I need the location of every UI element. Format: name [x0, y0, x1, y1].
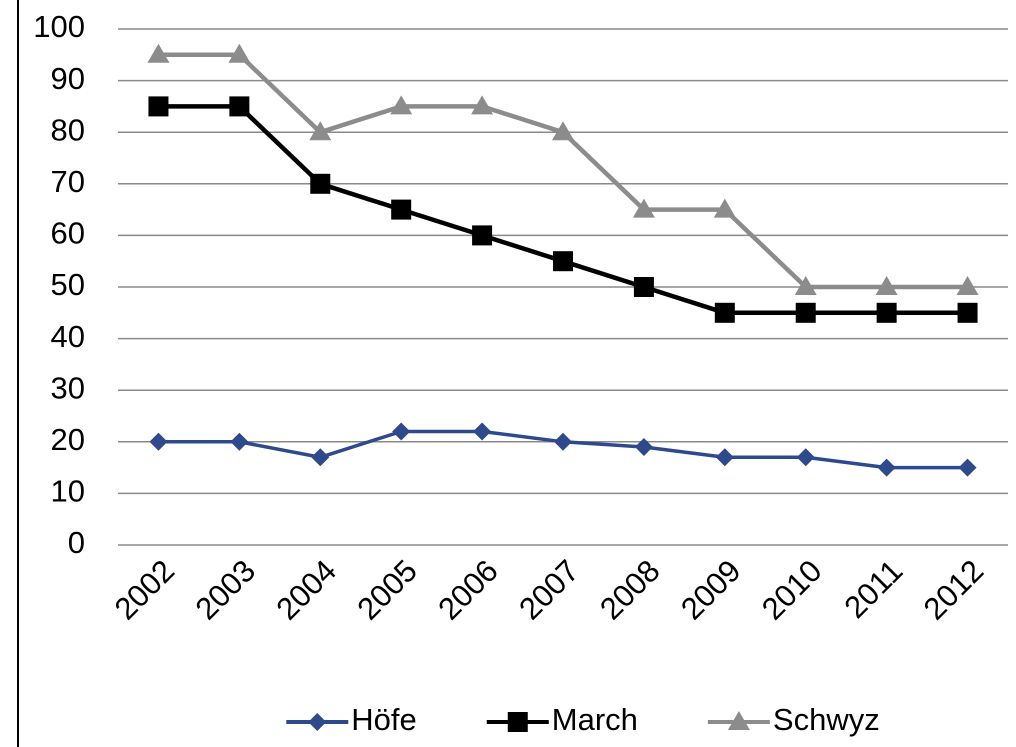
- y-tick-label: 70: [51, 164, 85, 199]
- marker: [553, 251, 573, 272]
- marker: [471, 95, 494, 115]
- y-tick-label: 60: [51, 216, 85, 251]
- marker: [554, 432, 572, 451]
- marker: [390, 95, 413, 115]
- marker: [230, 432, 249, 451]
- marker: [956, 276, 979, 295]
- marker: [552, 121, 574, 141]
- marker: [794, 276, 817, 295]
- marker: [309, 121, 332, 141]
- legend-item: March: [486, 702, 638, 737]
- legend-marker: [507, 712, 528, 732]
- y-tick-label: 40: [51, 319, 85, 354]
- y-tick-label: 50: [51, 267, 85, 302]
- y-tick-label: 90: [51, 61, 85, 96]
- legend-label: Schwyz: [773, 702, 880, 737]
- marker: [310, 173, 331, 194]
- marker: [634, 437, 653, 456]
- legend-label: Höfe: [351, 702, 416, 737]
- y-tick-label: 10: [51, 474, 85, 509]
- marker: [796, 448, 815, 467]
- marker: [147, 43, 170, 63]
- marker: [392, 422, 411, 441]
- marker: [715, 448, 734, 467]
- marker: [472, 225, 493, 246]
- y-tick-label: 30: [51, 370, 85, 405]
- legend: Höfe March Schwyz: [286, 702, 880, 737]
- marker: [632, 198, 655, 218]
- marker: [795, 302, 816, 323]
- marker: [473, 422, 492, 441]
- legend-item: Schwyz: [707, 702, 880, 737]
- marker: [391, 199, 412, 220]
- marker: [228, 43, 251, 63]
- marker: [311, 448, 330, 467]
- marker: [713, 198, 736, 218]
- y-tick-label: 0: [68, 525, 85, 560]
- legend-item: Höfe: [286, 702, 417, 737]
- marker: [958, 458, 977, 477]
- marker: [877, 458, 896, 477]
- marker: [229, 96, 250, 117]
- marker: [875, 276, 898, 295]
- y-tick-label: 100: [33, 9, 85, 44]
- marker: [957, 302, 978, 323]
- marker: [876, 302, 897, 323]
- legend-marker: [308, 713, 327, 731]
- marker: [148, 96, 169, 117]
- y-tick-label: 80: [51, 112, 85, 147]
- marker: [633, 277, 654, 297]
- y-tick-label: 20: [51, 422, 85, 457]
- legend-marker: [727, 711, 750, 730]
- marker: [149, 432, 168, 451]
- legend-label: March: [552, 702, 638, 737]
- marker: [714, 302, 735, 323]
